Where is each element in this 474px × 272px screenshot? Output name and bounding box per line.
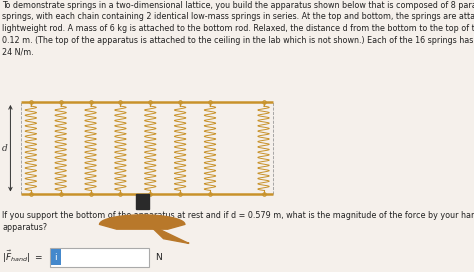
Text: If you support the bottom of the apparatus at rest and if d = 0.579 m, what is t: If you support the bottom of the apparat… <box>2 211 474 231</box>
Text: $|\vec{F}$$_{hand}|$$\ =$: $|\vec{F}$$_{hand}|$$\ =$ <box>2 249 43 265</box>
FancyBboxPatch shape <box>51 249 61 265</box>
Text: N: N <box>155 252 162 262</box>
Text: d: d <box>2 144 8 153</box>
Bar <box>136 194 149 209</box>
Text: To demonstrate springs in a two-dimensional lattice, you build the apparatus sho: To demonstrate springs in a two-dimensio… <box>2 1 474 57</box>
FancyBboxPatch shape <box>50 248 149 267</box>
Polygon shape <box>151 226 189 243</box>
Polygon shape <box>100 215 185 229</box>
Text: i: i <box>55 252 57 262</box>
